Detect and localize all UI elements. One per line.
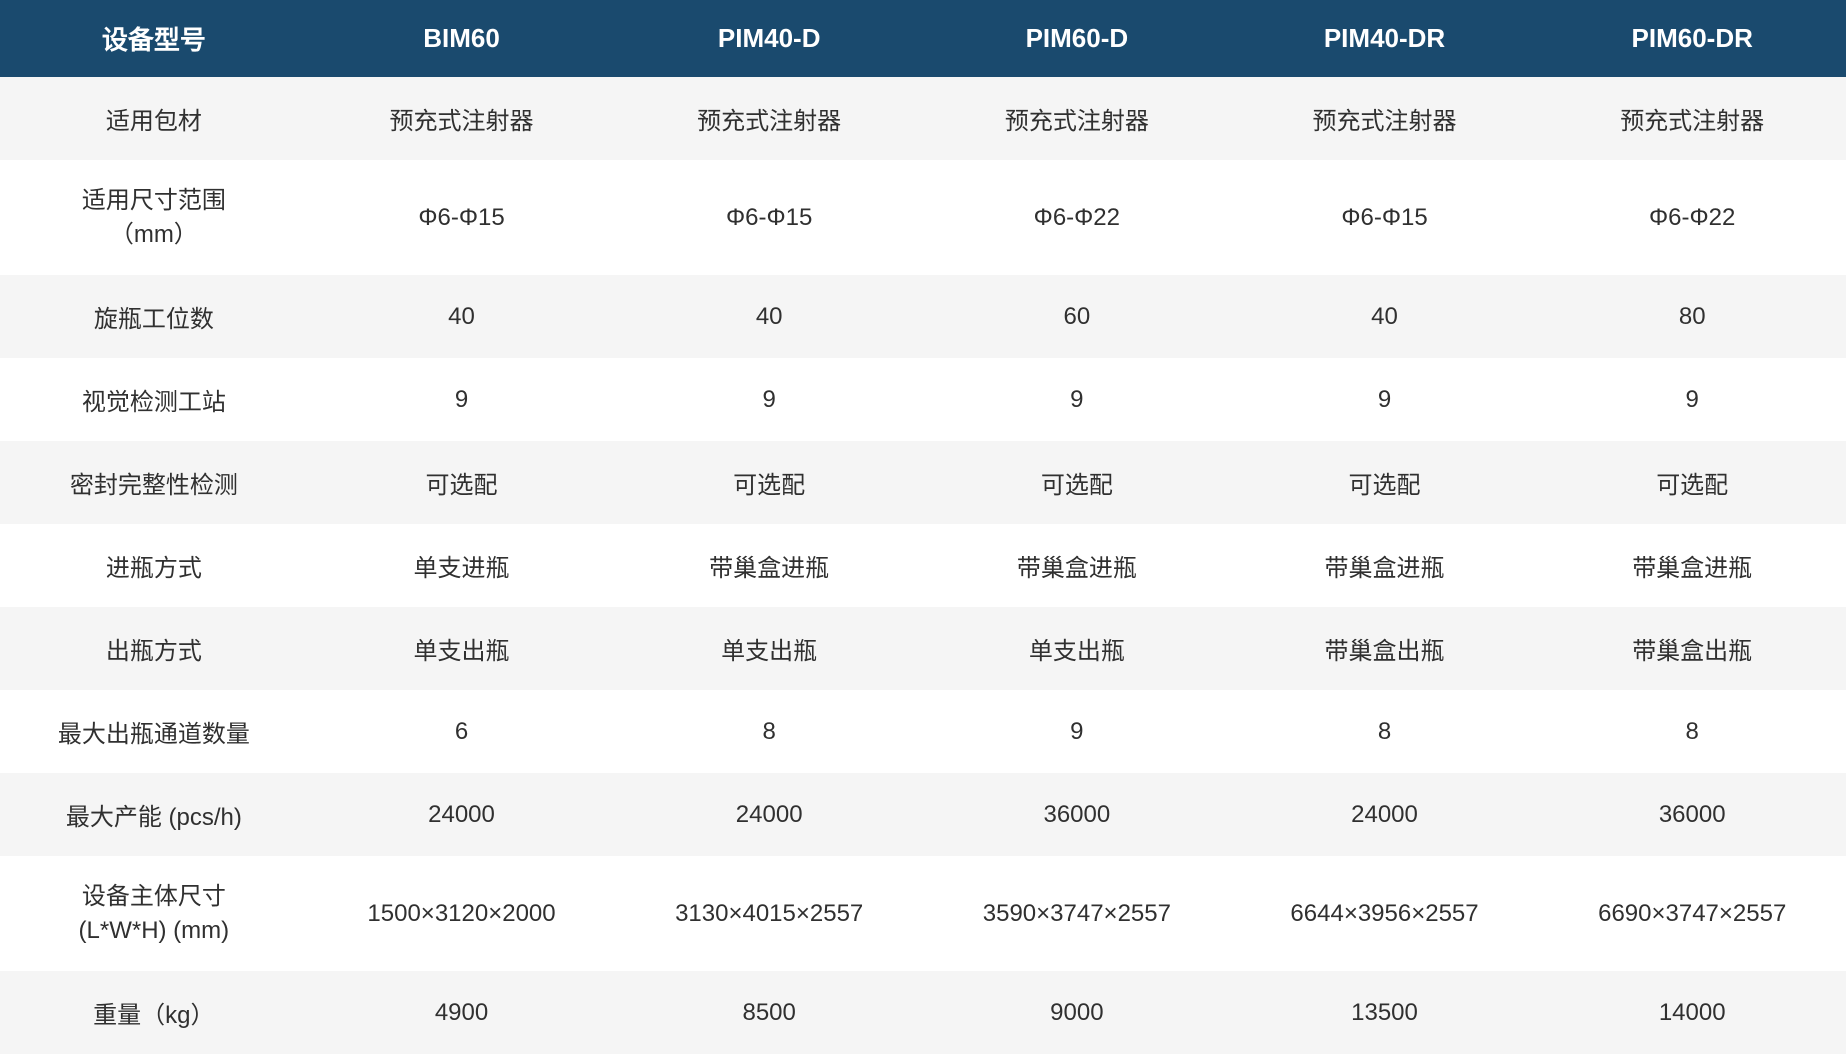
cell: 9 xyxy=(1231,362,1539,438)
row-label: 密封完整性检测 xyxy=(0,441,308,524)
cell: 8 xyxy=(1231,694,1539,770)
cell: 可选配 xyxy=(923,441,1231,524)
table-header-row: 设备型号 BIM60 PIM40-D PIM60-D PIM40-DR PIM6… xyxy=(0,0,1846,77)
cell: 8500 xyxy=(615,975,923,1051)
header-cell-4: PIM40-DR xyxy=(1231,3,1539,74)
cell: 36000 xyxy=(1538,777,1846,853)
cell: 6690×3747×2557 xyxy=(1538,876,1846,952)
table-row: 旋瓶工位数 40 40 60 40 80 xyxy=(0,275,1846,358)
cell: 40 xyxy=(615,279,923,355)
cell: 9 xyxy=(923,362,1231,438)
row-label: 适用包材 xyxy=(0,77,308,160)
cell: Φ6-Φ22 xyxy=(923,180,1231,256)
table-row: 最大产能 (pcs/h) 24000 24000 36000 24000 360… xyxy=(0,773,1846,856)
cell: 14000 xyxy=(1538,975,1846,1051)
table-row: 视觉检测工站 9 9 9 9 9 xyxy=(0,358,1846,441)
table-row: 进瓶方式 单支进瓶 带巢盒进瓶 带巢盒进瓶 带巢盒进瓶 带巢盒进瓶 xyxy=(0,524,1846,607)
cell: 单支出瓶 xyxy=(615,607,923,690)
cell: 9 xyxy=(615,362,923,438)
row-label: 适用尺寸范围 （mm） xyxy=(0,160,308,275)
cell: 24000 xyxy=(1231,777,1539,853)
cell: 带巢盒进瓶 xyxy=(615,524,923,607)
row-label: 设备主体尺寸 (L*W*H) (mm) xyxy=(0,856,308,971)
cell: Φ6-Φ22 xyxy=(1538,180,1846,256)
cell: Φ6-Φ15 xyxy=(1231,180,1539,256)
cell: 预充式注射器 xyxy=(1231,77,1539,160)
row-label: 最大出瓶通道数量 xyxy=(0,690,308,773)
cell: 3590×3747×2557 xyxy=(923,876,1231,952)
cell: 单支进瓶 xyxy=(308,524,616,607)
cell: 9 xyxy=(923,694,1231,770)
cell: 带巢盒进瓶 xyxy=(1538,524,1846,607)
table-row: 适用包材 预充式注射器 预充式注射器 预充式注射器 预充式注射器 预充式注射器 xyxy=(0,77,1846,160)
header-cell-0: 设备型号 xyxy=(0,0,308,77)
cell: 3130×4015×2557 xyxy=(615,876,923,952)
cell: 24000 xyxy=(615,777,923,853)
cell: 带巢盒进瓶 xyxy=(923,524,1231,607)
table-row: 适用尺寸范围 （mm） Φ6-Φ15 Φ6-Φ15 Φ6-Φ22 Φ6-Φ15 … xyxy=(0,160,1846,275)
cell: 带巢盒进瓶 xyxy=(1231,524,1539,607)
cell: 80 xyxy=(1538,279,1846,355)
table-row: 最大出瓶通道数量 6 8 9 8 8 xyxy=(0,690,1846,773)
cell: 40 xyxy=(1231,279,1539,355)
cell: 8 xyxy=(615,694,923,770)
table-row: 设备主体尺寸 (L*W*H) (mm) 1500×3120×2000 3130×… xyxy=(0,856,1846,971)
table-row: 出瓶方式 单支出瓶 单支出瓶 单支出瓶 带巢盒出瓶 带巢盒出瓶 xyxy=(0,607,1846,690)
cell: 9000 xyxy=(923,975,1231,1051)
cell: 可选配 xyxy=(1538,441,1846,524)
row-label: 出瓶方式 xyxy=(0,607,308,690)
cell: 24000 xyxy=(308,777,616,853)
header-cell-5: PIM60-DR xyxy=(1538,3,1846,74)
header-cell-2: PIM40-D xyxy=(615,3,923,74)
cell: 6644×3956×2557 xyxy=(1231,876,1539,952)
cell: 36000 xyxy=(923,777,1231,853)
cell: 预充式注射器 xyxy=(1538,77,1846,160)
row-label: 视觉检测工站 xyxy=(0,358,308,441)
table-row: 重量（kg） 4900 8500 9000 13500 14000 xyxy=(0,971,1846,1054)
row-label: 旋瓶工位数 xyxy=(0,275,308,358)
cell: 可选配 xyxy=(308,441,616,524)
cell: 13500 xyxy=(1231,975,1539,1051)
spec-table: 设备型号 BIM60 PIM40-D PIM60-D PIM40-DR PIM6… xyxy=(0,0,1846,1054)
table-row: 密封完整性检测 可选配 可选配 可选配 可选配 可选配 xyxy=(0,441,1846,524)
cell: 60 xyxy=(923,279,1231,355)
cell: 1500×3120×2000 xyxy=(308,876,616,952)
cell: 预充式注射器 xyxy=(308,77,616,160)
row-label: 重量（kg） xyxy=(0,971,308,1054)
cell: Φ6-Φ15 xyxy=(308,180,616,256)
cell: Φ6-Φ15 xyxy=(615,180,923,256)
cell: 9 xyxy=(308,362,616,438)
row-label: 进瓶方式 xyxy=(0,524,308,607)
cell: 单支出瓶 xyxy=(923,607,1231,690)
row-label: 最大产能 (pcs/h) xyxy=(0,773,308,856)
cell: 单支出瓶 xyxy=(308,607,616,690)
cell: 6 xyxy=(308,694,616,770)
cell: 8 xyxy=(1538,694,1846,770)
header-cell-3: PIM60-D xyxy=(923,3,1231,74)
cell: 9 xyxy=(1538,362,1846,438)
cell: 4900 xyxy=(308,975,616,1051)
cell: 可选配 xyxy=(615,441,923,524)
cell: 带巢盒出瓶 xyxy=(1231,607,1539,690)
cell: 预充式注射器 xyxy=(615,77,923,160)
header-cell-1: BIM60 xyxy=(308,3,616,74)
cell: 40 xyxy=(308,279,616,355)
cell: 可选配 xyxy=(1231,441,1539,524)
cell: 预充式注射器 xyxy=(923,77,1231,160)
cell: 带巢盒出瓶 xyxy=(1538,607,1846,690)
